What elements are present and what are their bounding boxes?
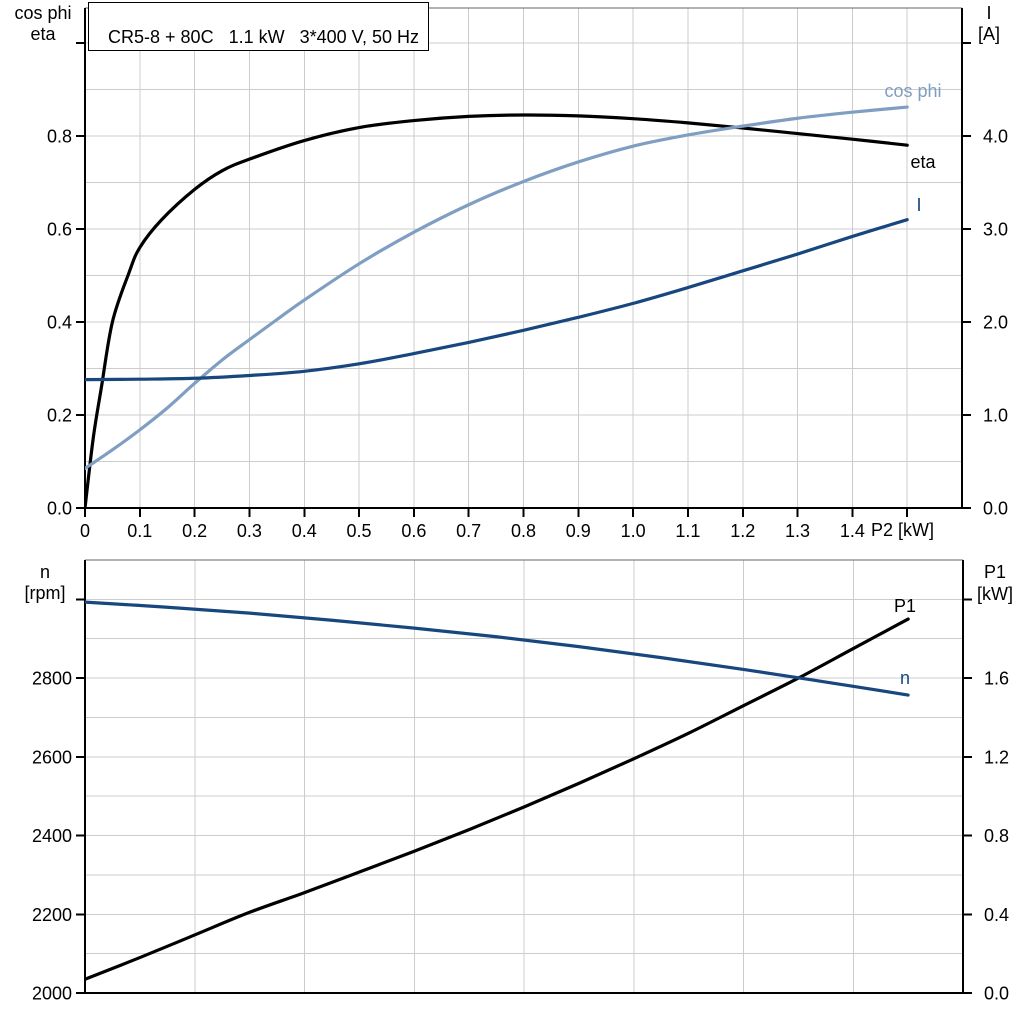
top-left-axis-title-line2: eta (30, 24, 56, 44)
curve-label-cos_phi: cos phi (884, 81, 941, 101)
left-tick-label: 2600 (32, 747, 72, 767)
x-tick-label: 0.7 (456, 521, 481, 541)
x-tick-label: 1.2 (730, 521, 755, 541)
right-tick-label: 0.8 (984, 826, 1009, 846)
left-tick-label: 0.2 (47, 405, 72, 425)
top-left-axis-title-line1: cos phi (14, 3, 72, 23)
chart-title: CR5-8 + 80C 1.1 kW 3*400 V, 50 Hz (108, 27, 420, 47)
left-tick-label: 0.0 (47, 499, 72, 519)
right-tick-label: 4.0 (983, 126, 1008, 146)
x-axis-unit-label: P2 [kW] (871, 520, 935, 540)
right-tick-label: 2.0 (983, 312, 1008, 332)
right-tick-label: 1.6 (984, 669, 1009, 689)
curve-n (85, 600, 910, 697)
bottom-right-axis-title-line2: [kW] (977, 584, 1013, 604)
curve-label-P1: P1 (894, 596, 916, 616)
x-tick-label: 1.1 (675, 521, 700, 541)
curve-label-n: n (900, 668, 910, 688)
curve-eta (85, 113, 909, 508)
curve-label-eta: eta (910, 152, 936, 172)
curve-I (85, 218, 909, 382)
x-tick-label: 0.4 (292, 521, 317, 541)
right-tick-label: 0.0 (983, 499, 1008, 519)
top-right-axis-title-line1: I (986, 3, 992, 23)
x-tick-label: 1.4 (840, 521, 865, 541)
right-tick-label: 0.0 (984, 984, 1009, 1004)
left-tick-label: 2200 (32, 905, 72, 925)
bottom-left-axis-title-line2: [rpm] (24, 583, 66, 603)
x-tick-label: 0.9 (566, 521, 591, 541)
chart-title-box: CR5-8 + 80C 1.1 kW 3*400 V, 50 Hz (88, 2, 430, 51)
left-tick-label: 0.4 (47, 312, 72, 332)
left-tick-label: 0.6 (47, 219, 72, 239)
right-tick-label: 1.2 (984, 747, 1009, 767)
right-tick-label: 3.0 (983, 219, 1008, 239)
bottom-left-axis-title-line1: n (39, 562, 50, 582)
x-tick-label: 0.6 (401, 521, 426, 541)
x-tick-label: 1.0 (621, 521, 646, 541)
x-tick-label: 0.1 (127, 521, 152, 541)
x-tick-label: 0.8 (511, 521, 536, 541)
x-tick-label: 0.2 (182, 521, 207, 541)
curve-P1 (85, 617, 910, 981)
right-tick-label: 0.4 (984, 905, 1009, 925)
left-tick-label: 2000 (32, 984, 72, 1004)
left-tick-label: 2400 (32, 826, 72, 846)
curve-label-I: I (916, 195, 921, 215)
bottom-right-axis-title-line1: P1 (983, 562, 1007, 582)
x-tick-label: 0 (80, 521, 90, 541)
left-tick-label: 2800 (32, 669, 72, 689)
x-tick-label: 1.3 (785, 521, 810, 541)
curve-cos_phi (85, 105, 909, 471)
right-tick-label: 1.0 (983, 405, 1008, 425)
left-tick-label: 0.8 (47, 126, 72, 146)
x-tick-label: 0.3 (237, 521, 262, 541)
top-right-axis-title-line2: [A] (977, 24, 1000, 44)
x-tick-label: 0.5 (347, 521, 372, 541)
